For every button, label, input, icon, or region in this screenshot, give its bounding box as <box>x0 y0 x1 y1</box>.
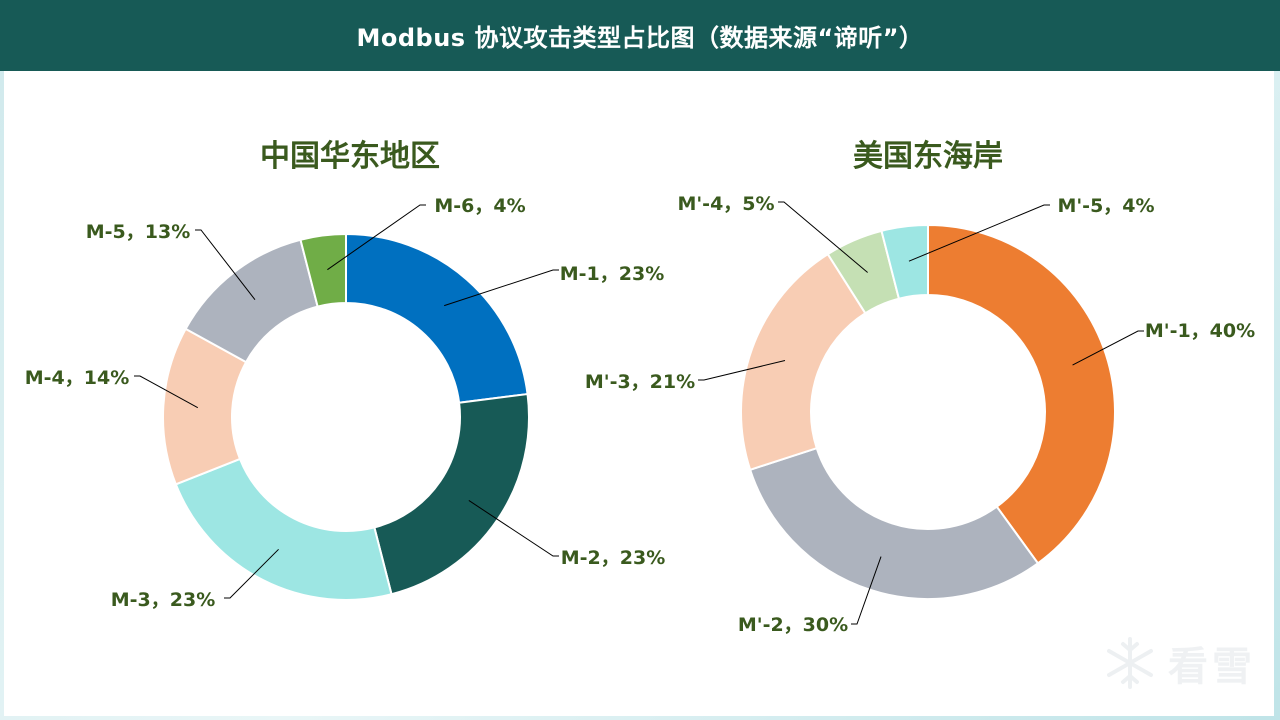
slice-label-0-5: M-6，4% <box>434 195 525 217</box>
slice-label-0-3: M-4，14% <box>25 367 130 389</box>
slice-1-0 <box>927 223 1116 565</box>
chart-title-east-china: 中国华东地区 <box>260 139 440 174</box>
slice-label-1-4: M'-5，4% <box>1057 195 1154 217</box>
slice-0-1 <box>373 392 530 596</box>
slice-label-1-2: M'-3，21% <box>585 371 695 393</box>
leader-line-0-0 <box>444 269 559 307</box>
slice-0-2 <box>174 457 393 601</box>
leader-line-0-2 <box>224 548 279 599</box>
leader-line-1-2 <box>698 360 786 381</box>
snowflake-icon <box>1107 637 1153 689</box>
watermark: 看雪 <box>1102 634 1256 692</box>
slice-label-1-1: M'-2，30% <box>738 614 848 636</box>
slice-1-4 <box>880 223 929 300</box>
chart-us-east-coast: 美国东海岸 M'-1，40% M'-2，30% M'-3，21% M'-4，5% M'-… <box>585 139 1255 636</box>
leader-line-0-3 <box>134 375 199 409</box>
watermark-text: 看雪 <box>1168 644 1256 690</box>
leader-line-1-1 <box>851 556 882 625</box>
leader-line-1-4 <box>908 204 1050 262</box>
slice-1-1 <box>748 446 1040 600</box>
leader-line-0-1 <box>468 500 559 557</box>
slice-1-2 <box>740 252 867 472</box>
leader-line-1-0 <box>1072 330 1144 366</box>
slice-label-1-0: M'-1，40% <box>1145 320 1255 342</box>
slice-0-0 <box>345 232 529 404</box>
page-title: Modbus 协议攻击类型占比图（数据来源“谛听”） <box>356 24 924 52</box>
slice-0-5 <box>299 232 347 308</box>
slice-label-1-3: M'-4，5% <box>677 193 774 215</box>
slice-label-0-2: M-3，23% <box>111 589 216 611</box>
leader-line-0-5 <box>327 204 426 271</box>
page-header: Modbus 协议攻击类型占比图（数据来源“谛听”） <box>0 0 1280 71</box>
chart-east-china: 中国华东地区 M-1，23% M-2，23% M-3，23% M-4，14% M-5，1… <box>25 139 666 611</box>
slice-label-0-1: M-2，23% <box>561 547 666 569</box>
leader-line-1-3 <box>778 201 868 273</box>
slice-label-0-4: M-5，13% <box>86 221 191 243</box>
chart-title-us-east-coast: 美国东海岸 <box>853 139 1003 174</box>
slice-label-0-0: M-1，23% <box>560 263 665 285</box>
leader-line-0-4 <box>195 229 256 300</box>
